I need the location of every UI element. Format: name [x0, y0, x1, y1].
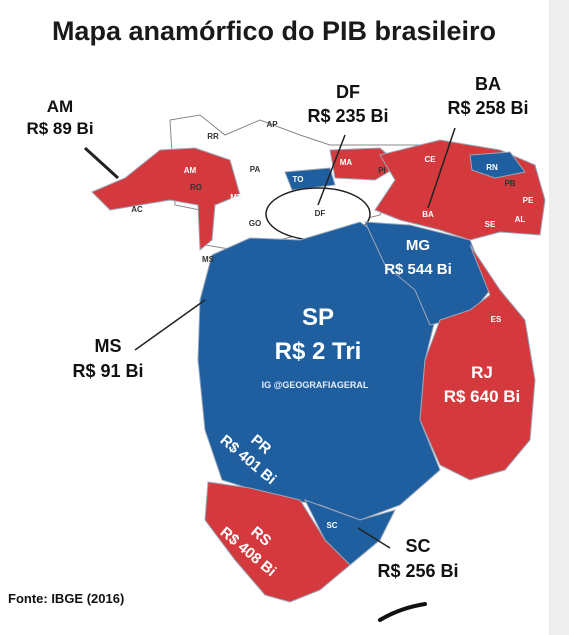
callout-state: BA	[475, 74, 501, 94]
leader-ba	[427, 127, 456, 209]
callout-state: MG	[406, 237, 430, 254]
callout-value: R$ 544 Bi	[384, 261, 452, 278]
callout-value: R$ 2 Tri	[275, 338, 362, 365]
state-label: PI	[378, 166, 386, 175]
callout-value: R$ 91 Bi	[72, 361, 143, 381]
state-label: AP	[266, 120, 278, 129]
title: Mapa anamórfico do PIB brasileiro	[52, 16, 496, 46]
state-label: PB	[504, 179, 515, 188]
region-rj-es	[419, 244, 536, 481]
state-label: AM	[184, 166, 197, 175]
state-label: MA	[340, 158, 353, 167]
state-label: GO	[249, 219, 261, 228]
state-label: ES	[491, 315, 502, 324]
leader-am	[83, 146, 120, 180]
callout-state: RJ	[471, 363, 493, 382]
leader-df	[317, 134, 346, 206]
leader-sc	[357, 527, 391, 549]
state-label: AC	[131, 205, 143, 214]
state-label: AL	[515, 215, 526, 224]
state-label: SE	[485, 220, 496, 229]
callout-state: MS	[95, 336, 122, 356]
state-label: CE	[424, 155, 436, 164]
state-label: PA	[250, 165, 261, 174]
region-rs	[204, 481, 351, 603]
state-label: RO	[190, 183, 202, 192]
callout-value: R$ 89 Bi	[26, 119, 93, 138]
callout-state: AM	[47, 97, 73, 116]
callout-state: SC	[405, 536, 430, 556]
region-sp	[197, 221, 441, 521]
state-label: TO	[293, 175, 304, 184]
callout-value: R$ 640 Bi	[444, 387, 521, 406]
cartogram	[91, 114, 546, 603]
callout-value: R$ 258 Bi	[447, 98, 528, 118]
pen-mark	[378, 602, 427, 622]
state-label: SC	[326, 521, 337, 530]
edge-strip	[549, 0, 569, 635]
state-label: MS	[202, 255, 215, 264]
state-label: PE	[523, 196, 534, 205]
callout-state: SP	[302, 304, 334, 331]
callout-value: R$ 235 Bi	[307, 106, 388, 126]
state-label: RR	[207, 132, 219, 141]
watermark: IG @GEOGRAFIAGERAL	[262, 380, 369, 390]
source: Fonte: IBGE (2016)	[8, 591, 124, 606]
callout-value: R$ 256 Bi	[377, 561, 458, 581]
state-label: MT	[230, 193, 242, 202]
leader-lines	[83, 127, 456, 549]
state-label: DF	[315, 209, 326, 218]
region-rn	[469, 151, 526, 179]
state-label: BA	[422, 210, 434, 219]
region-am	[91, 147, 241, 252]
leader-ms	[134, 299, 206, 351]
region-to	[284, 167, 336, 191]
state-label: RN	[486, 163, 498, 172]
callout-state: DF	[336, 82, 360, 102]
